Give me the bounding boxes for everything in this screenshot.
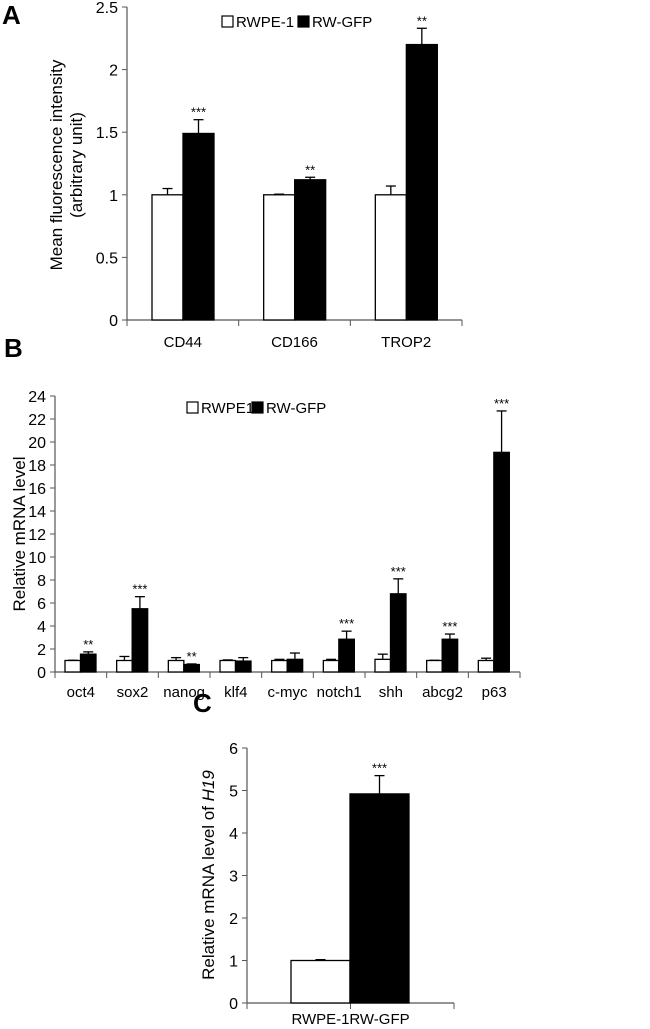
y-tick-label: 20 xyxy=(28,435,46,452)
bar xyxy=(234,660,252,673)
x-tick-label: p63 xyxy=(482,684,507,701)
bar xyxy=(290,959,351,1004)
x-tick-label: nanog xyxy=(163,684,205,701)
y-tick-label: 16 xyxy=(28,481,46,498)
x-tick-label: shh xyxy=(379,684,403,701)
panel-label: C xyxy=(193,688,212,718)
bar xyxy=(167,659,185,673)
bar xyxy=(389,593,407,673)
bar xyxy=(64,659,82,673)
significance-marker: *** xyxy=(494,396,509,411)
bar xyxy=(441,638,459,673)
y-tick-label: 22 xyxy=(28,412,46,429)
legend-swatch xyxy=(251,401,264,414)
y-tick-label: 0 xyxy=(109,313,118,330)
bar xyxy=(131,608,149,673)
significance-marker: ** xyxy=(417,13,427,28)
x-tick-label: RW-GFP xyxy=(349,1011,409,1028)
y-axis-label: (arbitrary unit) xyxy=(67,112,86,218)
significance-marker: *** xyxy=(132,582,147,597)
legend-swatch xyxy=(297,15,310,28)
significance-marker: *** xyxy=(391,564,406,579)
significance-marker: *** xyxy=(372,761,387,776)
y-tick-label: 12 xyxy=(28,527,46,544)
x-tick-label: TROP2 xyxy=(381,334,431,351)
bar xyxy=(374,658,392,673)
y-tick-label: 8 xyxy=(37,573,46,590)
y-tick-label: 4 xyxy=(37,619,46,636)
significance-marker: ** xyxy=(187,649,197,664)
legend-label: RWPE1 xyxy=(201,400,254,417)
panel-a: A 0 0.5 1 1.5 2 2.5 Mean fluorescence intensity… xyxy=(2,0,463,351)
y-tick-label: 6 xyxy=(37,596,46,613)
y-tick-label: 1 xyxy=(229,954,238,971)
x-tick-label: c-myc xyxy=(268,684,308,701)
x-tick-label: CD166 xyxy=(271,334,318,351)
x-tick-label: abcg2 xyxy=(422,684,463,701)
x-tick-label: CD44 xyxy=(164,334,202,351)
bar xyxy=(79,653,97,673)
y-axis-label-gene: H19 xyxy=(199,770,218,802)
bar xyxy=(294,179,327,321)
bar xyxy=(263,194,296,321)
bar xyxy=(493,451,510,673)
significance-marker: *** xyxy=(442,619,457,634)
panel-label: B xyxy=(4,333,23,363)
y-tick-label: 2 xyxy=(109,63,118,80)
legend-label: RWPE-1 xyxy=(236,14,294,31)
x-tick-label: klf4 xyxy=(224,684,247,701)
y-axis-label: Mean fluorescence intensity xyxy=(47,59,66,270)
y-axis-label: Relative mRNA level of H19 xyxy=(199,770,218,980)
bar xyxy=(349,793,410,1004)
y-tick-label: 4 xyxy=(229,826,238,843)
bar xyxy=(219,659,237,673)
y-tick-label: 2 xyxy=(37,642,46,659)
panel-label: A xyxy=(2,0,21,30)
y-tick-label: 1.5 xyxy=(96,125,118,142)
significance-marker: *** xyxy=(191,105,206,120)
bar xyxy=(374,194,407,321)
x-tick-label: notch1 xyxy=(317,684,362,701)
y-tick-label: 0.5 xyxy=(96,250,118,267)
y-tick-label: 0 xyxy=(229,996,238,1013)
bar xyxy=(116,659,133,673)
bar xyxy=(405,43,438,321)
y-tick-label: 1 xyxy=(109,188,118,205)
y-tick-label: 2 xyxy=(229,911,238,928)
x-tick-label: RWPE-1 xyxy=(291,1011,349,1028)
x-tick-label: sox2 xyxy=(117,684,149,701)
y-tick-label: 2.5 xyxy=(96,0,118,17)
bar xyxy=(271,659,288,673)
bar xyxy=(426,659,443,673)
legend-swatch xyxy=(221,15,234,28)
y-tick-label: 3 xyxy=(229,869,238,886)
legend-label: RW-GFP xyxy=(312,14,372,31)
bar xyxy=(183,663,200,673)
panel-c: C 0 1 2 3 4 5 6 Relative mRNA level of H19 RWPE-1… xyxy=(193,688,455,1028)
bar xyxy=(151,194,184,321)
x-tick-label: oct4 xyxy=(67,684,95,701)
y-tick-label: 6 xyxy=(229,741,238,758)
bar xyxy=(338,638,355,673)
y-tick-label: 10 xyxy=(28,550,46,567)
legend-swatch xyxy=(186,401,199,414)
legend-label: RW-GFP xyxy=(266,400,326,417)
significance-marker: ** xyxy=(305,162,315,177)
y-tick-label: 0 xyxy=(37,665,46,682)
significance-marker: ** xyxy=(83,637,93,652)
bar xyxy=(286,658,304,673)
bar xyxy=(322,659,340,673)
y-axis-label-text: Relative mRNA level of xyxy=(199,801,218,980)
y-tick-label: 18 xyxy=(28,458,46,475)
y-tick-label: 5 xyxy=(229,784,238,801)
y-axis-label: Relative mRNA level xyxy=(10,457,29,612)
bar xyxy=(182,132,215,321)
bar xyxy=(477,659,495,673)
y-tick-label: 24 xyxy=(28,389,46,406)
significance-marker: *** xyxy=(339,616,354,631)
y-tick-label: 14 xyxy=(28,504,46,521)
